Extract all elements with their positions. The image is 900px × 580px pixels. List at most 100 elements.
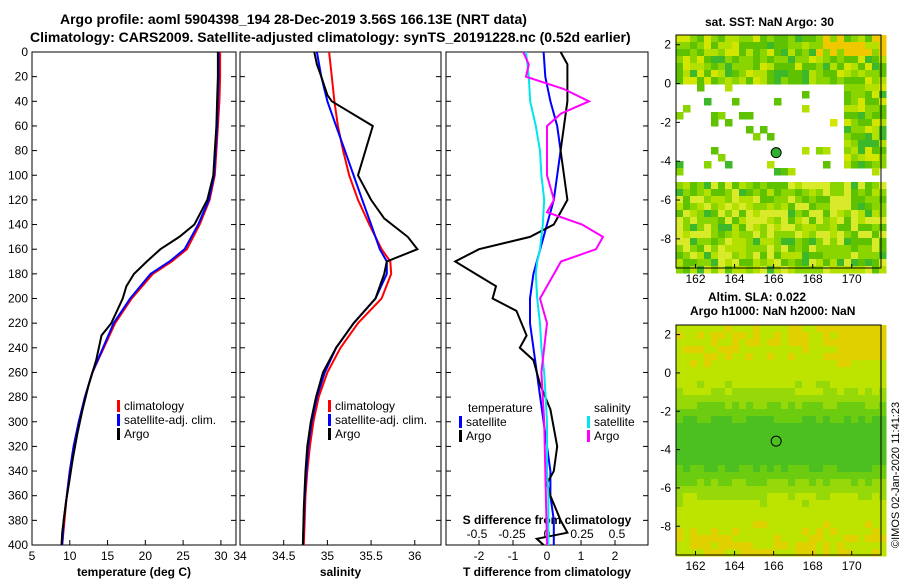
sla-map-cell bbox=[830, 479, 838, 487]
sla-map-cell bbox=[830, 332, 838, 340]
sla-map-cell bbox=[718, 367, 726, 375]
sla-map-cell bbox=[739, 395, 747, 403]
sst-map-cell bbox=[844, 266, 852, 274]
difference-legend-temperature-swatch bbox=[459, 430, 462, 442]
sla-map-cell bbox=[844, 535, 852, 543]
sla-map-cell bbox=[683, 521, 691, 529]
sla-map-cell bbox=[802, 346, 810, 354]
sst-map-cell bbox=[676, 56, 684, 64]
sst-map-cell bbox=[823, 196, 831, 204]
sst-map-cell bbox=[816, 238, 824, 246]
sla-map-cell bbox=[872, 535, 880, 543]
sst-map-cell bbox=[816, 252, 824, 260]
sst-map-cell bbox=[753, 70, 761, 78]
sla-map-cell bbox=[788, 409, 796, 417]
sla-map-cell bbox=[823, 395, 831, 403]
sst-map-cell bbox=[781, 56, 789, 64]
sla-map-cell bbox=[690, 437, 698, 445]
sla-map-cell bbox=[844, 360, 852, 368]
sla-map-cell bbox=[746, 325, 754, 333]
sla-map-cell bbox=[746, 332, 754, 340]
sst-map-cell bbox=[746, 259, 754, 267]
sla-map-cell bbox=[704, 549, 712, 557]
sla-map-cell bbox=[774, 465, 782, 473]
sst-map-cell bbox=[676, 259, 684, 267]
sst-map-cell bbox=[746, 238, 754, 246]
sla-map-cell bbox=[858, 486, 866, 494]
sst-map-cell bbox=[865, 35, 873, 43]
sla-map-cell bbox=[711, 507, 719, 515]
sla-map-cell bbox=[872, 395, 880, 403]
sst-map-cell bbox=[872, 140, 880, 148]
sla-map-cell bbox=[732, 381, 740, 389]
sla-map-cell bbox=[816, 430, 824, 438]
sst-map-cell bbox=[739, 189, 747, 197]
sla-map-cell bbox=[718, 374, 726, 382]
sla-map-cell bbox=[746, 500, 754, 508]
sla-map-cell bbox=[683, 325, 691, 333]
sst-map-cell bbox=[844, 77, 852, 85]
sla-map-cell bbox=[802, 388, 810, 396]
sla-map-cell bbox=[690, 353, 698, 361]
sla-map-cell bbox=[753, 437, 761, 445]
sla-map-cell bbox=[676, 430, 684, 438]
sst-map-cell bbox=[704, 35, 712, 43]
sst-map-cell bbox=[697, 231, 705, 239]
sla-map-cell bbox=[774, 493, 782, 501]
sla-map-cell bbox=[676, 416, 684, 424]
sst-map-cell bbox=[760, 259, 768, 267]
sla-map-cell bbox=[760, 416, 768, 424]
sla-map-cell bbox=[711, 381, 719, 389]
sla-map-cell bbox=[865, 528, 873, 536]
sst-map-cell bbox=[760, 210, 768, 218]
sst-map-cell bbox=[725, 56, 733, 64]
sla-map-cell bbox=[767, 353, 775, 361]
sla-map-cell bbox=[746, 486, 754, 494]
sst-map-cell bbox=[746, 63, 754, 71]
sst-map-y-tick-label: 0 bbox=[664, 77, 671, 91]
sla-map-cell bbox=[872, 332, 880, 340]
sla-map-cell bbox=[830, 521, 838, 529]
sla-map-cell bbox=[851, 388, 859, 396]
difference-legend-salinity-swatch bbox=[587, 416, 590, 428]
sst-map-cell bbox=[711, 56, 719, 64]
sst-map-cell bbox=[865, 238, 873, 246]
sst-map-cell bbox=[711, 196, 719, 204]
sla-map-cell bbox=[753, 367, 761, 375]
sla-map-cell bbox=[830, 493, 838, 501]
sla-map-cell bbox=[704, 374, 712, 382]
salinity-legend-label: climatology bbox=[335, 399, 395, 413]
sla-map-cell bbox=[732, 514, 740, 522]
sla-map-cell bbox=[739, 479, 747, 487]
sla-map-cell bbox=[844, 528, 852, 536]
sla-map-cell bbox=[837, 332, 845, 340]
sst-map-cell bbox=[725, 231, 733, 239]
sst-map-cell bbox=[865, 84, 873, 92]
sla-map-cell bbox=[676, 423, 684, 431]
sla-map-cell bbox=[760, 381, 768, 389]
sla-map-cell bbox=[844, 339, 852, 347]
sla-map bbox=[676, 325, 887, 557]
sst-map-cell bbox=[718, 154, 726, 162]
difference-series-temperature-satellite bbox=[529, 51, 562, 545]
sst-map-cell bbox=[844, 133, 852, 141]
sla-map-cell bbox=[851, 549, 859, 557]
sla-map-cell bbox=[767, 339, 775, 347]
sst-map-cell bbox=[872, 168, 880, 176]
sst-map-cell bbox=[795, 252, 803, 260]
sla-map-cell bbox=[879, 423, 887, 431]
sla-map-cell bbox=[725, 472, 733, 480]
sst-map-cell bbox=[711, 189, 719, 197]
sla-map-cell bbox=[788, 388, 796, 396]
sla-map-cell bbox=[704, 493, 712, 501]
sla-map-cell bbox=[837, 402, 845, 410]
sst-map-cell bbox=[711, 266, 719, 274]
sst-map-cell bbox=[697, 245, 705, 253]
sst-map-cell bbox=[795, 35, 803, 43]
sla-map-cell bbox=[802, 409, 810, 417]
sla-map-cell bbox=[732, 486, 740, 494]
sla-map-cell bbox=[844, 437, 852, 445]
sla-map-cell bbox=[711, 451, 719, 459]
sla-map-cell bbox=[809, 325, 817, 333]
sst-map-cell bbox=[872, 63, 880, 71]
